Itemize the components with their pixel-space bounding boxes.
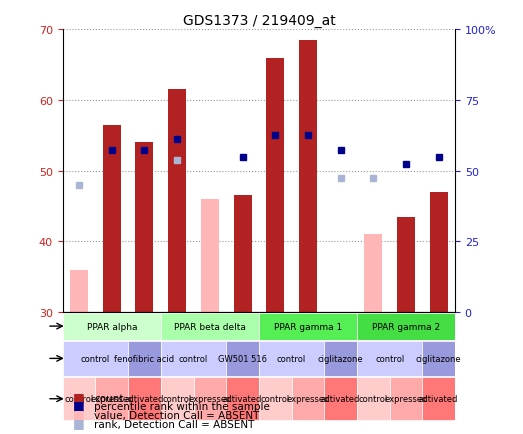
FancyBboxPatch shape (259, 378, 292, 420)
Bar (430, 192, 448, 312)
Bar (103, 125, 121, 312)
Title: GDS1373 / 219409_at: GDS1373 / 219409_at (183, 14, 335, 28)
Bar (266, 59, 284, 312)
FancyBboxPatch shape (357, 378, 390, 420)
FancyBboxPatch shape (423, 341, 455, 376)
FancyBboxPatch shape (324, 341, 357, 376)
Text: ciglitazone: ciglitazone (416, 354, 461, 363)
Bar (168, 90, 186, 312)
FancyBboxPatch shape (63, 313, 161, 340)
Text: PPAR gamma 2: PPAR gamma 2 (372, 322, 440, 331)
Text: expressed: expressed (286, 395, 329, 403)
FancyBboxPatch shape (161, 313, 259, 340)
Text: control: control (375, 354, 404, 363)
FancyBboxPatch shape (292, 378, 324, 420)
FancyBboxPatch shape (194, 378, 226, 420)
FancyBboxPatch shape (95, 378, 128, 420)
Text: ■: ■ (73, 398, 85, 411)
Text: value, Detection Call = ABSENT: value, Detection Call = ABSENT (94, 410, 259, 420)
FancyBboxPatch shape (128, 378, 161, 420)
FancyBboxPatch shape (63, 378, 95, 420)
Bar (234, 196, 252, 312)
FancyBboxPatch shape (357, 313, 455, 340)
FancyBboxPatch shape (161, 341, 226, 376)
Text: expressed: expressed (188, 395, 232, 403)
Text: control: control (359, 395, 388, 403)
Text: PPAR beta delta: PPAR beta delta (174, 322, 246, 331)
Text: control: control (179, 354, 208, 363)
Text: control: control (260, 395, 290, 403)
Bar (135, 143, 153, 312)
Text: PPAR gamma 1: PPAR gamma 1 (274, 322, 342, 331)
Text: control: control (163, 395, 192, 403)
Text: fenofibric acid: fenofibric acid (115, 354, 175, 363)
Bar (70, 270, 88, 312)
FancyBboxPatch shape (259, 313, 357, 340)
FancyBboxPatch shape (161, 378, 194, 420)
Text: ■: ■ (73, 407, 85, 420)
Text: activated: activated (419, 395, 458, 403)
Text: rank, Detection Call = ABSENT: rank, Detection Call = ABSENT (94, 419, 255, 429)
Text: expressed: expressed (90, 395, 133, 403)
Text: count: count (94, 393, 123, 403)
FancyBboxPatch shape (63, 341, 128, 376)
Text: activated: activated (321, 395, 360, 403)
FancyBboxPatch shape (226, 378, 259, 420)
Text: activated: activated (125, 395, 164, 403)
Text: expressed: expressed (384, 395, 428, 403)
Text: ■: ■ (73, 390, 85, 403)
FancyBboxPatch shape (423, 378, 455, 420)
Bar (365, 235, 382, 312)
FancyBboxPatch shape (324, 378, 357, 420)
FancyBboxPatch shape (259, 341, 324, 376)
Text: PPAR alpha: PPAR alpha (86, 322, 137, 331)
Text: GW501 516: GW501 516 (218, 354, 267, 363)
FancyBboxPatch shape (390, 378, 423, 420)
Text: ■: ■ (73, 416, 85, 429)
Text: control: control (277, 354, 306, 363)
Bar (201, 200, 219, 312)
FancyBboxPatch shape (128, 341, 161, 376)
Text: percentile rank within the sample: percentile rank within the sample (94, 401, 270, 411)
Text: control: control (64, 395, 94, 403)
FancyBboxPatch shape (357, 341, 423, 376)
Text: ciglitazone: ciglitazone (318, 354, 363, 363)
Text: control: control (81, 354, 110, 363)
Bar (299, 41, 317, 312)
Bar (397, 217, 415, 312)
FancyBboxPatch shape (226, 341, 259, 376)
Text: activated: activated (223, 395, 262, 403)
